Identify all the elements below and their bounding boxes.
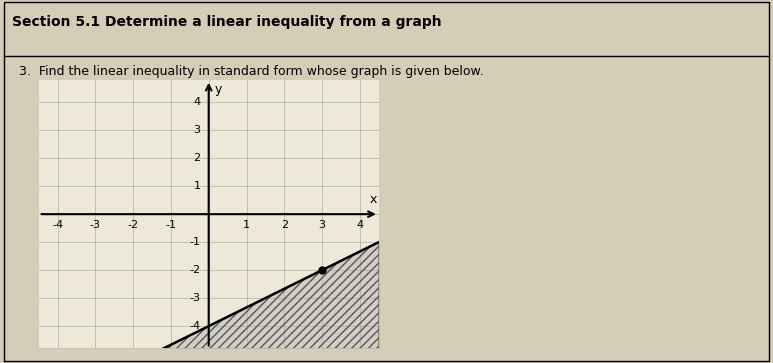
Text: 3: 3 bbox=[318, 220, 325, 231]
Text: -1: -1 bbox=[189, 237, 200, 247]
Text: -2: -2 bbox=[189, 265, 200, 275]
Text: 1: 1 bbox=[193, 181, 200, 191]
Text: -4: -4 bbox=[52, 220, 63, 231]
Text: -4: -4 bbox=[189, 321, 200, 331]
Text: 2: 2 bbox=[193, 153, 200, 163]
Text: x: x bbox=[369, 193, 377, 206]
Text: -3: -3 bbox=[189, 293, 200, 303]
Text: 1: 1 bbox=[243, 220, 250, 231]
Text: 4: 4 bbox=[193, 97, 200, 107]
Text: 4: 4 bbox=[356, 220, 363, 231]
Text: 2: 2 bbox=[281, 220, 288, 231]
Text: 3: 3 bbox=[193, 125, 200, 135]
Text: y: y bbox=[214, 83, 222, 96]
Text: -1: -1 bbox=[165, 220, 176, 231]
Text: -3: -3 bbox=[90, 220, 100, 231]
Text: -2: -2 bbox=[128, 220, 138, 231]
Text: 3.  Find the linear inequality in standard form whose graph is given below.: 3. Find the linear inequality in standar… bbox=[19, 65, 484, 78]
Text: Section 5.1 Determine a linear inequality from a graph: Section 5.1 Determine a linear inequalit… bbox=[12, 15, 441, 29]
